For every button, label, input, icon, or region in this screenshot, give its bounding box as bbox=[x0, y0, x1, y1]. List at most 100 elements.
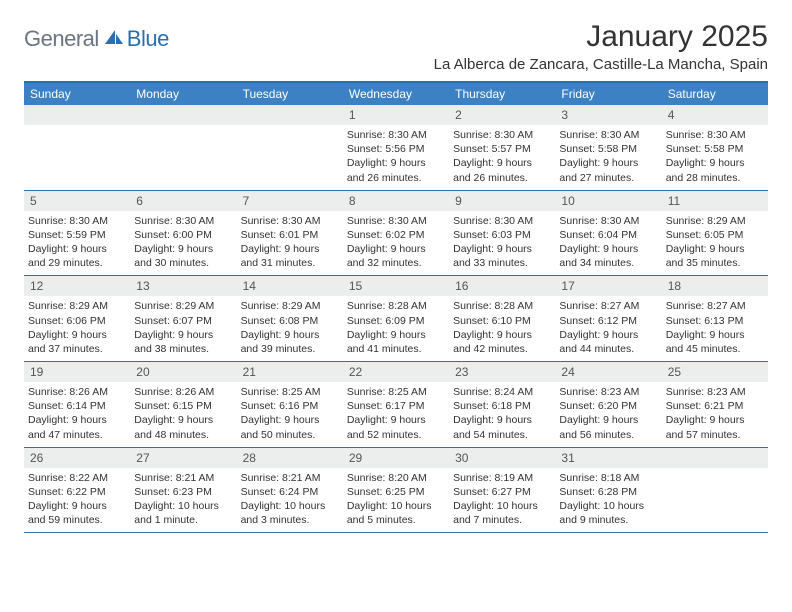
day-number: 1 bbox=[343, 105, 449, 125]
day-cell: 16Sunrise: 8:28 AMSunset: 6:10 PMDayligh… bbox=[449, 276, 555, 361]
header: General Blue January 2025 La Alberca de … bbox=[24, 20, 768, 73]
day-number: 18 bbox=[662, 276, 768, 296]
day-body: Sunrise: 8:26 AMSunset: 6:15 PMDaylight:… bbox=[130, 382, 236, 447]
day-number bbox=[24, 105, 130, 125]
week-row: 5Sunrise: 8:30 AMSunset: 5:59 PMDaylight… bbox=[24, 191, 768, 277]
day-number: 24 bbox=[555, 362, 661, 382]
day-number: 8 bbox=[343, 191, 449, 211]
day-body bbox=[24, 125, 130, 183]
day-body: Sunrise: 8:30 AMSunset: 5:58 PMDaylight:… bbox=[555, 125, 661, 190]
day-number: 16 bbox=[449, 276, 555, 296]
day-body: Sunrise: 8:26 AMSunset: 6:14 PMDaylight:… bbox=[24, 382, 130, 447]
day-cell: 28Sunrise: 8:21 AMSunset: 6:24 PMDayligh… bbox=[237, 448, 343, 533]
day-body: Sunrise: 8:23 AMSunset: 6:20 PMDaylight:… bbox=[555, 382, 661, 447]
day-number: 17 bbox=[555, 276, 661, 296]
day-cell: 5Sunrise: 8:30 AMSunset: 5:59 PMDaylight… bbox=[24, 191, 130, 276]
day-cell: 13Sunrise: 8:29 AMSunset: 6:07 PMDayligh… bbox=[130, 276, 236, 361]
day-cell: 8Sunrise: 8:30 AMSunset: 6:02 PMDaylight… bbox=[343, 191, 449, 276]
day-number: 31 bbox=[555, 448, 661, 468]
day-cell: 25Sunrise: 8:23 AMSunset: 6:21 PMDayligh… bbox=[662, 362, 768, 447]
day-body: Sunrise: 8:30 AMSunset: 6:02 PMDaylight:… bbox=[343, 211, 449, 276]
day-cell: 3Sunrise: 8:30 AMSunset: 5:58 PMDaylight… bbox=[555, 105, 661, 190]
day-body: Sunrise: 8:27 AMSunset: 6:12 PMDaylight:… bbox=[555, 296, 661, 361]
day-body: Sunrise: 8:22 AMSunset: 6:22 PMDaylight:… bbox=[24, 468, 130, 533]
day-body: Sunrise: 8:28 AMSunset: 6:09 PMDaylight:… bbox=[343, 296, 449, 361]
day-number: 6 bbox=[130, 191, 236, 211]
day-body: Sunrise: 8:30 AMSunset: 6:00 PMDaylight:… bbox=[130, 211, 236, 276]
day-cell: 14Sunrise: 8:29 AMSunset: 6:08 PMDayligh… bbox=[237, 276, 343, 361]
calendar: SundayMondayTuesdayWednesdayThursdayFrid… bbox=[24, 81, 768, 533]
day-number: 27 bbox=[130, 448, 236, 468]
day-body: Sunrise: 8:21 AMSunset: 6:24 PMDaylight:… bbox=[237, 468, 343, 533]
day-number: 9 bbox=[449, 191, 555, 211]
week-row: 12Sunrise: 8:29 AMSunset: 6:06 PMDayligh… bbox=[24, 276, 768, 362]
day-cell: 21Sunrise: 8:25 AMSunset: 6:16 PMDayligh… bbox=[237, 362, 343, 447]
day-number: 26 bbox=[24, 448, 130, 468]
day-cell: 24Sunrise: 8:23 AMSunset: 6:20 PMDayligh… bbox=[555, 362, 661, 447]
day-body: Sunrise: 8:25 AMSunset: 6:17 PMDaylight:… bbox=[343, 382, 449, 447]
weeks-container: 1Sunrise: 8:30 AMSunset: 5:56 PMDaylight… bbox=[24, 105, 768, 533]
day-cell: 4Sunrise: 8:30 AMSunset: 5:58 PMDaylight… bbox=[662, 105, 768, 190]
day-number: 12 bbox=[24, 276, 130, 296]
day-body: Sunrise: 8:30 AMSunset: 6:01 PMDaylight:… bbox=[237, 211, 343, 276]
day-cell: 9Sunrise: 8:30 AMSunset: 6:03 PMDaylight… bbox=[449, 191, 555, 276]
day-body bbox=[130, 125, 236, 183]
day-cell bbox=[130, 105, 236, 190]
day-number bbox=[130, 105, 236, 125]
weekday-header: Monday bbox=[130, 83, 236, 105]
day-cell: 22Sunrise: 8:25 AMSunset: 6:17 PMDayligh… bbox=[343, 362, 449, 447]
day-cell: 18Sunrise: 8:27 AMSunset: 6:13 PMDayligh… bbox=[662, 276, 768, 361]
day-body: Sunrise: 8:25 AMSunset: 6:16 PMDaylight:… bbox=[237, 382, 343, 447]
day-number: 14 bbox=[237, 276, 343, 296]
day-body: Sunrise: 8:21 AMSunset: 6:23 PMDaylight:… bbox=[130, 468, 236, 533]
day-cell: 23Sunrise: 8:24 AMSunset: 6:18 PMDayligh… bbox=[449, 362, 555, 447]
location-subtitle: La Alberca de Zancara, Castille-La Manch… bbox=[434, 56, 768, 73]
day-cell: 2Sunrise: 8:30 AMSunset: 5:57 PMDaylight… bbox=[449, 105, 555, 190]
day-body: Sunrise: 8:30 AMSunset: 5:56 PMDaylight:… bbox=[343, 125, 449, 190]
day-body bbox=[237, 125, 343, 183]
weekday-header: Saturday bbox=[662, 83, 768, 105]
weekday-header: Thursday bbox=[449, 83, 555, 105]
title-block: January 2025 La Alberca de Zancara, Cast… bbox=[434, 20, 768, 73]
day-cell: 11Sunrise: 8:29 AMSunset: 6:05 PMDayligh… bbox=[662, 191, 768, 276]
day-body: Sunrise: 8:23 AMSunset: 6:21 PMDaylight:… bbox=[662, 382, 768, 447]
day-number bbox=[662, 448, 768, 468]
day-number: 7 bbox=[237, 191, 343, 211]
day-cell bbox=[662, 448, 768, 533]
day-number: 22 bbox=[343, 362, 449, 382]
day-cell: 20Sunrise: 8:26 AMSunset: 6:15 PMDayligh… bbox=[130, 362, 236, 447]
day-cell bbox=[24, 105, 130, 190]
day-cell: 27Sunrise: 8:21 AMSunset: 6:23 PMDayligh… bbox=[130, 448, 236, 533]
day-number bbox=[237, 105, 343, 125]
day-body: Sunrise: 8:27 AMSunset: 6:13 PMDaylight:… bbox=[662, 296, 768, 361]
logo-text-general: General bbox=[24, 26, 99, 52]
weekday-header: Friday bbox=[555, 83, 661, 105]
day-number: 20 bbox=[130, 362, 236, 382]
day-number: 10 bbox=[555, 191, 661, 211]
day-body: Sunrise: 8:24 AMSunset: 6:18 PMDaylight:… bbox=[449, 382, 555, 447]
week-row: 19Sunrise: 8:26 AMSunset: 6:14 PMDayligh… bbox=[24, 362, 768, 448]
day-body bbox=[662, 468, 768, 526]
day-number: 28 bbox=[237, 448, 343, 468]
month-title: January 2025 bbox=[434, 20, 768, 54]
day-number: 29 bbox=[343, 448, 449, 468]
day-number: 5 bbox=[24, 191, 130, 211]
day-number: 15 bbox=[343, 276, 449, 296]
weekday-header: Tuesday bbox=[237, 83, 343, 105]
day-cell bbox=[237, 105, 343, 190]
day-body: Sunrise: 8:29 AMSunset: 6:06 PMDaylight:… bbox=[24, 296, 130, 361]
weekday-header: Wednesday bbox=[343, 83, 449, 105]
day-body: Sunrise: 8:30 AMSunset: 5:59 PMDaylight:… bbox=[24, 211, 130, 276]
day-cell: 31Sunrise: 8:18 AMSunset: 6:28 PMDayligh… bbox=[555, 448, 661, 533]
logo-sail-icon bbox=[103, 28, 125, 46]
day-cell: 1Sunrise: 8:30 AMSunset: 5:56 PMDaylight… bbox=[343, 105, 449, 190]
week-row: 1Sunrise: 8:30 AMSunset: 5:56 PMDaylight… bbox=[24, 105, 768, 191]
day-number: 11 bbox=[662, 191, 768, 211]
day-number: 30 bbox=[449, 448, 555, 468]
day-body: Sunrise: 8:20 AMSunset: 6:25 PMDaylight:… bbox=[343, 468, 449, 533]
logo-text-blue: Blue bbox=[127, 26, 169, 52]
day-cell: 6Sunrise: 8:30 AMSunset: 6:00 PMDaylight… bbox=[130, 191, 236, 276]
day-cell: 15Sunrise: 8:28 AMSunset: 6:09 PMDayligh… bbox=[343, 276, 449, 361]
day-cell: 26Sunrise: 8:22 AMSunset: 6:22 PMDayligh… bbox=[24, 448, 130, 533]
day-body: Sunrise: 8:30 AMSunset: 5:57 PMDaylight:… bbox=[449, 125, 555, 190]
